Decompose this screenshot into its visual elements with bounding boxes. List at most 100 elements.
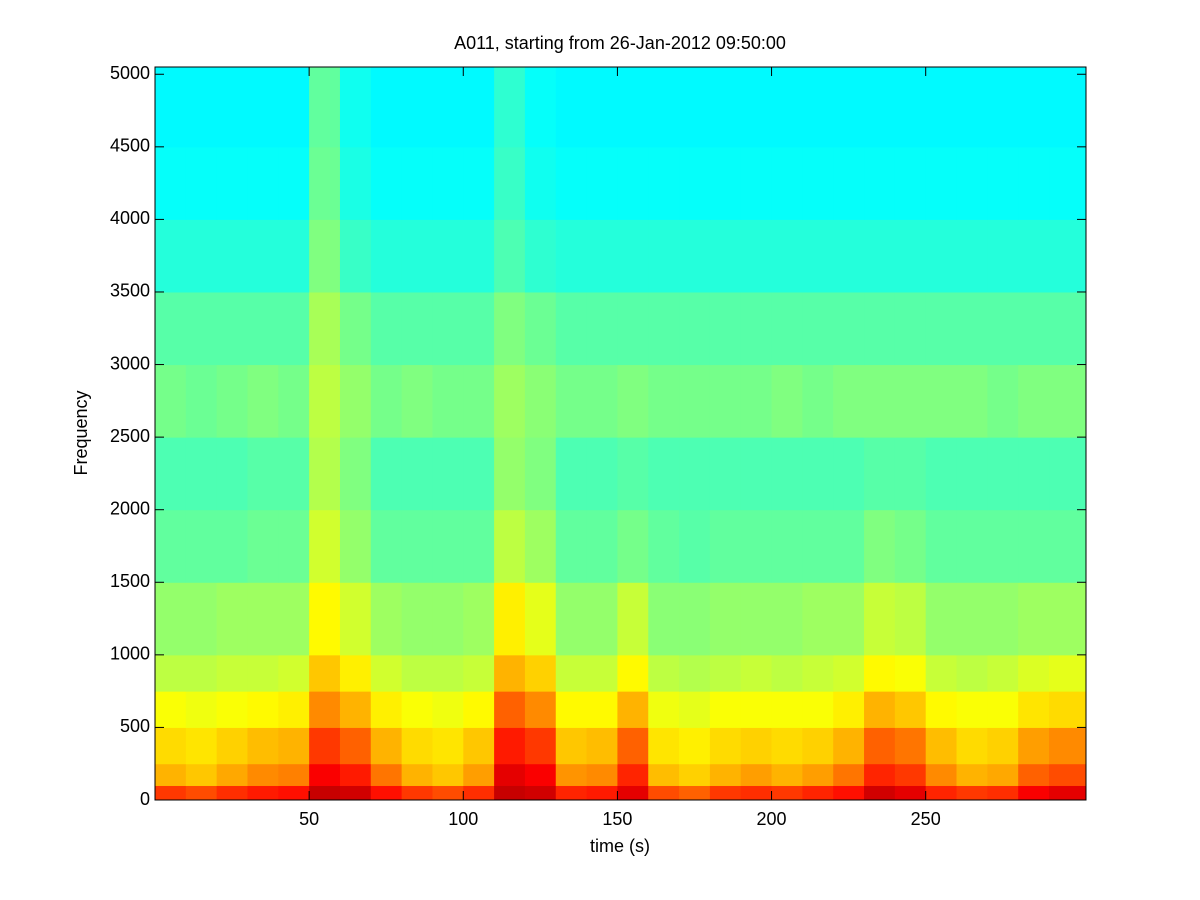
cell xyxy=(586,509,618,583)
cell xyxy=(278,437,310,511)
cell xyxy=(864,654,896,692)
cell xyxy=(679,146,711,220)
cell xyxy=(740,785,773,800)
cell xyxy=(309,727,341,765)
cell xyxy=(247,691,279,728)
cell xyxy=(833,364,865,438)
cell xyxy=(956,291,988,366)
cell xyxy=(309,785,341,800)
cell xyxy=(185,727,218,765)
cell xyxy=(771,364,803,438)
cell xyxy=(432,219,464,293)
cell xyxy=(1018,219,1050,293)
cell xyxy=(524,291,557,366)
cell xyxy=(648,509,680,583)
cell xyxy=(833,509,865,583)
cell xyxy=(740,219,773,293)
cell xyxy=(1049,727,1086,765)
cell xyxy=(524,763,557,786)
cell xyxy=(494,291,526,366)
cell xyxy=(802,291,834,366)
cell xyxy=(524,364,557,438)
cell xyxy=(833,727,865,765)
cell xyxy=(555,785,588,800)
cell xyxy=(247,364,279,438)
cell xyxy=(155,364,187,438)
cell xyxy=(494,67,526,148)
cell xyxy=(524,727,557,765)
cell xyxy=(1018,67,1050,148)
cell xyxy=(987,785,1019,800)
cell xyxy=(216,691,248,728)
cell xyxy=(925,219,958,293)
cell xyxy=(925,727,958,765)
cell xyxy=(1049,364,1086,438)
cell xyxy=(987,763,1019,786)
cell xyxy=(864,219,896,293)
y-tick-label: 3000 xyxy=(110,353,150,373)
cell xyxy=(432,582,464,656)
cell xyxy=(339,785,372,800)
cell xyxy=(370,582,403,656)
cell xyxy=(864,146,896,220)
cell xyxy=(679,654,711,692)
cell xyxy=(925,67,958,148)
cell xyxy=(432,654,464,692)
cell xyxy=(833,691,865,728)
cell xyxy=(586,146,618,220)
cell xyxy=(463,654,495,692)
cell xyxy=(987,654,1019,692)
cell xyxy=(740,364,773,438)
cell xyxy=(709,291,742,366)
cell xyxy=(833,763,865,786)
cell xyxy=(155,67,187,148)
cell xyxy=(155,654,187,692)
cell xyxy=(432,763,464,786)
cell xyxy=(648,146,680,220)
cell xyxy=(1018,763,1050,786)
cell xyxy=(309,691,341,728)
cell xyxy=(894,437,927,511)
cell xyxy=(339,691,372,728)
cell xyxy=(278,785,310,800)
cell xyxy=(648,291,680,366)
cell xyxy=(155,691,187,728)
cell xyxy=(1018,437,1050,511)
cell xyxy=(1049,146,1086,220)
cell xyxy=(617,654,649,692)
cell xyxy=(679,785,711,800)
cell xyxy=(802,146,834,220)
cell xyxy=(370,146,403,220)
cell xyxy=(802,785,834,800)
cell xyxy=(617,509,649,583)
cell xyxy=(617,691,649,728)
cell xyxy=(894,785,927,800)
cell xyxy=(555,582,588,656)
cell xyxy=(555,364,588,438)
cell xyxy=(833,219,865,293)
cell xyxy=(617,437,649,511)
cell xyxy=(247,437,279,511)
cell xyxy=(709,67,742,148)
cell xyxy=(956,364,988,438)
cell xyxy=(709,654,742,692)
y-axis-label: Frequency xyxy=(71,390,91,475)
cell xyxy=(864,785,896,800)
cell xyxy=(648,654,680,692)
cell xyxy=(894,146,927,220)
cell xyxy=(494,582,526,656)
cell xyxy=(278,727,310,765)
cell xyxy=(617,727,649,765)
cell xyxy=(1018,146,1050,220)
cell xyxy=(339,582,372,656)
cell xyxy=(155,291,187,366)
cell xyxy=(555,291,588,366)
cell xyxy=(740,654,773,692)
cell xyxy=(617,364,649,438)
cell xyxy=(833,291,865,366)
cell xyxy=(216,727,248,765)
cell xyxy=(339,509,372,583)
cell xyxy=(247,146,279,220)
cell xyxy=(494,509,526,583)
